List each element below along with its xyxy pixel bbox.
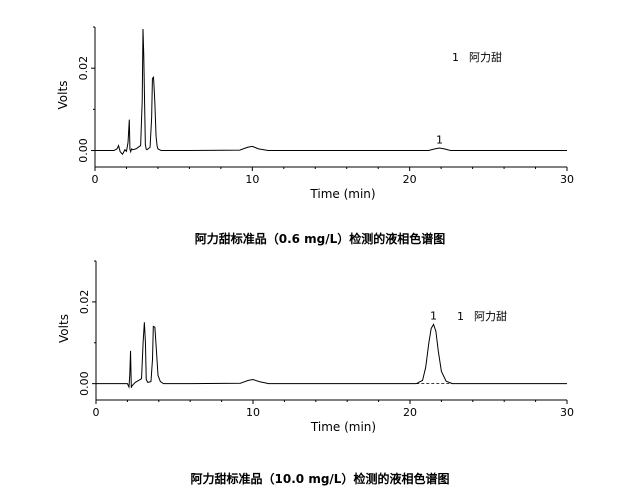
chromatogram-trace: [96, 322, 567, 389]
x-tick-label: 0: [93, 406, 100, 419]
legend-compound-name: 阿力甜: [474, 310, 507, 323]
chart-caption: 阿力甜标准品（10.0 mg/L）检测的液相色谱图: [191, 471, 450, 486]
peak-label: 1: [430, 309, 437, 322]
legend-peak-number: 1: [452, 51, 459, 64]
y-axis-label: Volts: [57, 314, 71, 343]
x-tick-label: 10: [246, 406, 260, 419]
y-tick-label: 0.00: [77, 138, 90, 163]
x-axis-label: Time (min): [309, 187, 375, 201]
peak-label: 1: [436, 133, 443, 146]
y-tick-label: 0.02: [78, 290, 91, 315]
chart-2: 0 10 20 30 0.00 0.02 Time (min) Volts 1 1 阿力甜阿力甜标准…: [57, 260, 574, 486]
chromatogram-trace: [95, 29, 567, 156]
x-tick-label: 20: [403, 406, 417, 419]
x-axis-label: Time (min): [310, 420, 376, 434]
x-tick-label: 10: [245, 173, 259, 186]
legend-peak-number: 1: [457, 310, 464, 323]
x-tick-label: 0: [92, 173, 99, 186]
legend-compound-name: 阿力甜: [469, 51, 502, 64]
x-tick-label: 30: [560, 173, 574, 186]
chart-1: 0 10 20 30 0.00 0.02 Time (min) Volts 1 1 阿力甜阿力甜标准…: [56, 26, 574, 246]
x-tick-label: 30: [560, 406, 574, 419]
chart-caption: 阿力甜标准品（0.6 mg/L）检测的液相色谱图: [195, 231, 446, 246]
x-tick-label: 20: [403, 173, 417, 186]
y-tick-label: 0.00: [78, 371, 91, 396]
y-axis-label: Volts: [56, 81, 70, 110]
y-tick-label: 0.02: [77, 56, 90, 81]
